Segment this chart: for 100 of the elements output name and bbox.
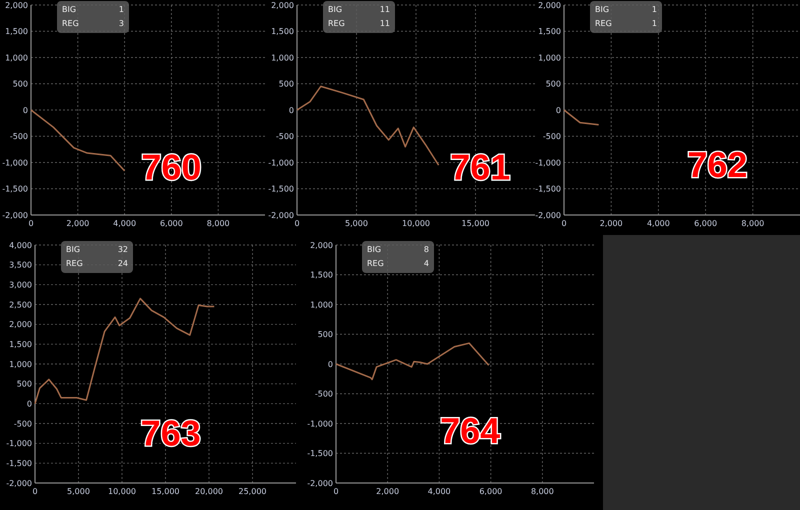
y-tick-label: -1,500 <box>6 458 32 468</box>
y-tick-label: 0 <box>26 399 32 408</box>
annotation: 24 <box>118 259 128 268</box>
annotation: BIG <box>62 5 76 14</box>
annotation: 1 <box>118 5 124 14</box>
annotation: 761 <box>450 146 510 188</box>
annotation: BIG <box>367 245 382 254</box>
y-tick-label: 2,000 <box>271 0 294 10</box>
annotation: BIG <box>328 5 342 14</box>
y-tick-label: -1,500 <box>307 449 333 458</box>
y-tick-label: -2,000 <box>2 210 28 220</box>
y-tick-label: 500 <box>278 80 294 89</box>
line-series <box>296 86 440 166</box>
x-tick-label: 4,000 <box>646 219 670 228</box>
annotation: 11 <box>380 19 390 28</box>
y-tick-label: -2,000 <box>268 210 294 220</box>
y-tick-label: -1,500 <box>268 184 294 194</box>
annotation: 1 <box>652 5 657 14</box>
annotation: REG <box>328 19 345 28</box>
y-tick-label: 1,500 <box>310 270 333 280</box>
y-tick-label: 0 <box>22 106 28 115</box>
y-tick-label: 2,000 <box>538 0 561 10</box>
annotation: 11 <box>380 5 390 14</box>
y-tick-label: -2,000 <box>6 478 32 488</box>
x-tick-label: 0 <box>561 219 567 228</box>
y-tick-label: -1,000 <box>535 158 561 168</box>
x-tick-label: 4,000 <box>113 219 136 228</box>
y-tick-label: 1,000 <box>310 300 333 310</box>
x-tick-label: 5,000 <box>67 487 90 496</box>
y-tick-label: 1,500 <box>271 27 294 36</box>
y-tick-label: 1,000 <box>271 53 294 62</box>
annotation: REG <box>595 19 612 28</box>
y-tick-label: 2,500 <box>9 300 32 310</box>
y-tick-label: -2,000 <box>535 210 561 220</box>
y-tick-label: 3,000 <box>9 280 32 290</box>
y-tick-label: 1,500 <box>538 27 561 36</box>
y-tick-label: 2,000 <box>9 320 32 330</box>
y-tick-label: 500 <box>546 80 561 89</box>
y-tick-label: -2,000 <box>307 478 333 488</box>
y-tick-label: -500 <box>314 390 333 399</box>
x-tick-label: 2,000 <box>66 219 90 228</box>
y-tick-label: 0 <box>288 106 294 115</box>
line-series <box>34 298 215 404</box>
x-tick-label: 15,000 <box>462 219 490 228</box>
x-tick-label: 2,000 <box>376 487 400 496</box>
annotation: 762 <box>687 144 748 186</box>
annotation: REG <box>62 19 79 28</box>
annotation: 764 <box>440 410 500 452</box>
annotation: BIG <box>595 5 610 14</box>
y-tick-label: -1,500 <box>2 184 28 194</box>
x-tick-label: 6,000 <box>694 219 718 228</box>
y-tick-label: -1,000 <box>6 439 32 448</box>
y-tick-label: 1,000 <box>9 360 32 369</box>
y-tick-label: 0 <box>328 360 333 369</box>
line-series <box>335 342 490 380</box>
x-tick-label: 5,000 <box>345 219 368 228</box>
x-tick-label: 4,000 <box>428 487 451 496</box>
annotation: REG <box>367 259 384 268</box>
x-tick-label: 0 <box>333 487 339 496</box>
x-tick-label: 6,000 <box>160 219 183 228</box>
x-tick-label: 8,000 <box>530 487 554 496</box>
y-tick-label: 1,000 <box>5 53 28 62</box>
y-tick-label: -500 <box>14 419 32 428</box>
y-tick-label: -500 <box>542 132 561 142</box>
y-tick-label: -1,000 <box>2 158 28 168</box>
y-tick-label: 2,000 <box>5 0 28 10</box>
x-tick-label: 6,000 <box>479 487 502 496</box>
y-tick-label: 1,500 <box>9 340 32 349</box>
annotation: 8 <box>424 245 429 254</box>
y-tick-label: 2,000 <box>310 240 333 250</box>
y-tick-label: -1,000 <box>268 158 294 168</box>
y-tick-label: 3,500 <box>9 260 32 270</box>
annotation: 763 <box>140 412 201 454</box>
line-series <box>30 109 126 172</box>
y-tick-label: 1,500 <box>5 27 28 36</box>
y-tick-label: 500 <box>318 330 333 340</box>
y-tick-label: 500 <box>16 380 32 389</box>
x-tick-label: 8,000 <box>741 219 764 228</box>
x-tick-label: 10,000 <box>108 487 136 496</box>
x-tick-label: 25,000 <box>238 487 266 496</box>
y-tick-label: -1,000 <box>307 419 333 428</box>
x-tick-label: 15,000 <box>152 487 180 496</box>
y-tick-label: 500 <box>12 80 28 89</box>
annotation: 4 <box>424 259 429 268</box>
y-tick-label: 1,000 <box>538 53 561 62</box>
y-tick-label: -1,500 <box>535 184 561 194</box>
y-tick-label: -500 <box>10 132 28 142</box>
annotation: 760 <box>141 146 202 188</box>
annotation: REG <box>66 259 83 268</box>
x-tick-label: 0 <box>32 487 38 496</box>
annotation: 1 <box>652 19 657 28</box>
y-tick-label: 0 <box>556 106 561 115</box>
x-tick-label: 2,000 <box>600 219 623 228</box>
y-tick-label: 4,000 <box>9 240 32 250</box>
x-tick-label: 20,000 <box>195 487 223 496</box>
x-tick-label: 10,000 <box>402 219 430 228</box>
annotation: 32 <box>118 245 128 254</box>
x-tick-label: 0 <box>294 219 300 228</box>
annotation: BIG <box>66 245 80 254</box>
annotation: 3 <box>118 19 124 28</box>
